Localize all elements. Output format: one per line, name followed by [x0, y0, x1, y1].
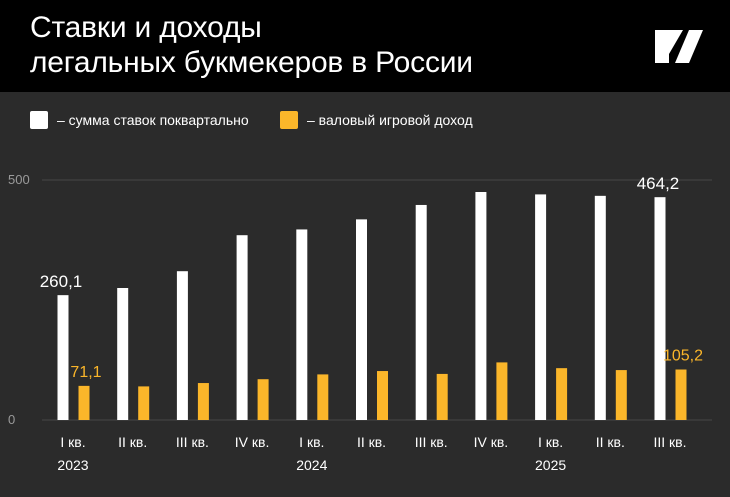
y-tick-label-500: 500 [8, 172, 30, 187]
x-tick-label-9: II кв. [596, 434, 625, 450]
header: Ставки и доходы легальных букмекеров в Р… [0, 0, 730, 92]
x-tick-label-2: III кв. [176, 434, 209, 450]
bar-bets-8 [535, 194, 547, 420]
x-tick-label-3: IV кв. [235, 434, 270, 450]
bar-revenue-6 [436, 373, 448, 420]
x-tick-label-5: II кв. [357, 434, 386, 450]
bar-revenue-8 [556, 368, 568, 420]
legend-swatch-bets [30, 111, 48, 129]
data-label-revenue-0: 71,1 [70, 364, 101, 381]
title-line-1: Ставки и доходы [30, 11, 262, 44]
x-tick-label-7: IV кв. [474, 434, 509, 450]
legend-label-bets: – сумма ставок поквартально [57, 112, 249, 128]
bar-bets-3 [236, 235, 248, 420]
bar-revenue-1 [138, 386, 150, 420]
data-label-revenue-10: 105,2 [663, 348, 703, 365]
bar-bets-4 [296, 229, 308, 420]
bar-revenue-9 [615, 370, 627, 420]
bar-bets-7 [475, 192, 487, 420]
chart-title: Ставки и доходы легальных букмекеров в Р… [30, 10, 473, 80]
x-tick-label-4: I кв. [299, 434, 324, 450]
bar-bets-9 [594, 195, 606, 420]
x-tick-label-1: II кв. [118, 434, 147, 450]
n-logo-icon [655, 30, 703, 63]
data-label-bets-10: 464,2 [637, 174, 680, 193]
bar-chart: 0 500 I кв. II кв. III кв. IV кв. I кв. II кв. I… [8, 172, 712, 473]
bar-revenue-7 [496, 362, 508, 420]
bar-revenue-5 [377, 371, 388, 420]
y-tick-label-0: 0 [8, 412, 15, 427]
bar-revenue-2 [197, 383, 209, 420]
year-label-2023: 2023 [57, 457, 88, 473]
year-label-2024: 2024 [296, 457, 327, 473]
bar-revenue-0 [78, 385, 90, 420]
legend-swatch-revenue [280, 111, 298, 129]
bar-revenue-4 [317, 374, 329, 420]
bar-revenue-10 [675, 369, 687, 420]
data-label-bets-0: 260,1 [40, 272, 83, 291]
x-tick-label-10: III кв. [653, 434, 686, 450]
x-tick-label-0: I кв. [60, 434, 85, 450]
bar-revenue-3 [257, 379, 269, 420]
x-tick-label-8: I кв. [538, 434, 563, 450]
bar-bets-1 [117, 288, 129, 420]
bar-bets-0 [57, 295, 69, 420]
bar-bets-5 [356, 219, 367, 420]
legend-label-revenue: – валовый игровой доход [307, 112, 473, 128]
bar-bets-10 [654, 197, 666, 420]
title-line-2: легальных букмекеров в России [30, 46, 473, 79]
bar-bets-2 [176, 271, 188, 420]
x-tick-label-6: III кв. [415, 434, 448, 450]
bar-bets-6 [415, 204, 427, 420]
year-label-2025: 2025 [535, 457, 566, 473]
